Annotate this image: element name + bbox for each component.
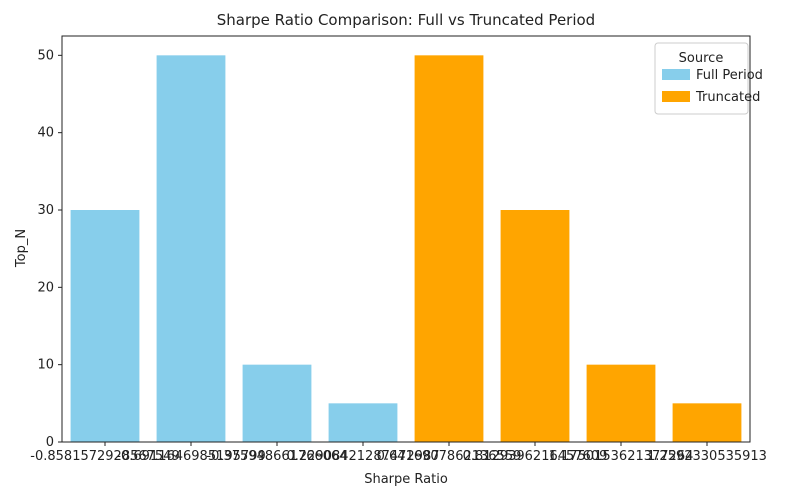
bar-0 — [70, 210, 140, 442]
x-tick-label-3: 0.22908421287472987 — [286, 449, 439, 464]
legend-label-truncated: Truncated — [695, 90, 760, 105]
x-tick-label-4: 0.6416907862136559 — [377, 449, 522, 464]
x-tick-label-7: 1.2592330535913 — [647, 449, 767, 464]
y-tick-label-4: 40 — [37, 126, 54, 141]
legend-swatch-truncated — [662, 91, 690, 102]
legend-swatch-full-period — [662, 69, 690, 80]
x-tick-label-1: -0.6911646985195799 — [116, 449, 265, 464]
x-tick-label-0: -0.8581572928567549 — [30, 449, 179, 464]
x-axis-label: Sharpe Ratio — [364, 472, 448, 487]
y-tick-label-0: 0 — [46, 435, 54, 450]
y-axis-label: Top_N — [14, 229, 29, 268]
y-tick-label-1: 10 — [37, 358, 54, 373]
y-tick-label-2: 20 — [37, 280, 54, 295]
legend: Source Full Period Truncated — [654, 42, 763, 115]
y-tick-label-5: 50 — [37, 48, 54, 63]
x-tick-label-6: 1.1750153621377264 — [549, 449, 694, 464]
bar-6 — [586, 364, 656, 442]
bar-7 — [672, 403, 742, 442]
y-tick-label-3: 30 — [37, 203, 54, 218]
bar-2 — [242, 364, 312, 442]
plot-frame — [61, 35, 751, 443]
x-tick-label-2: -0.375948661766064 — [206, 449, 347, 464]
bar-3 — [328, 403, 398, 442]
bar-5 — [500, 210, 570, 442]
legend-title: Source — [679, 51, 724, 66]
bar-1 — [156, 55, 226, 442]
plot-area: 0 10 20 30 40 50 -0.8581572928567549-0.6911646… — [30, 35, 767, 464]
chart-title: Sharpe Ratio Comparison: Full vs Truncat… — [217, 11, 595, 29]
bar-4 — [414, 55, 484, 442]
legend-label-full-period: Full Period — [696, 68, 763, 83]
x-tick-label-5: 0.8129396216457609 — [463, 449, 608, 464]
